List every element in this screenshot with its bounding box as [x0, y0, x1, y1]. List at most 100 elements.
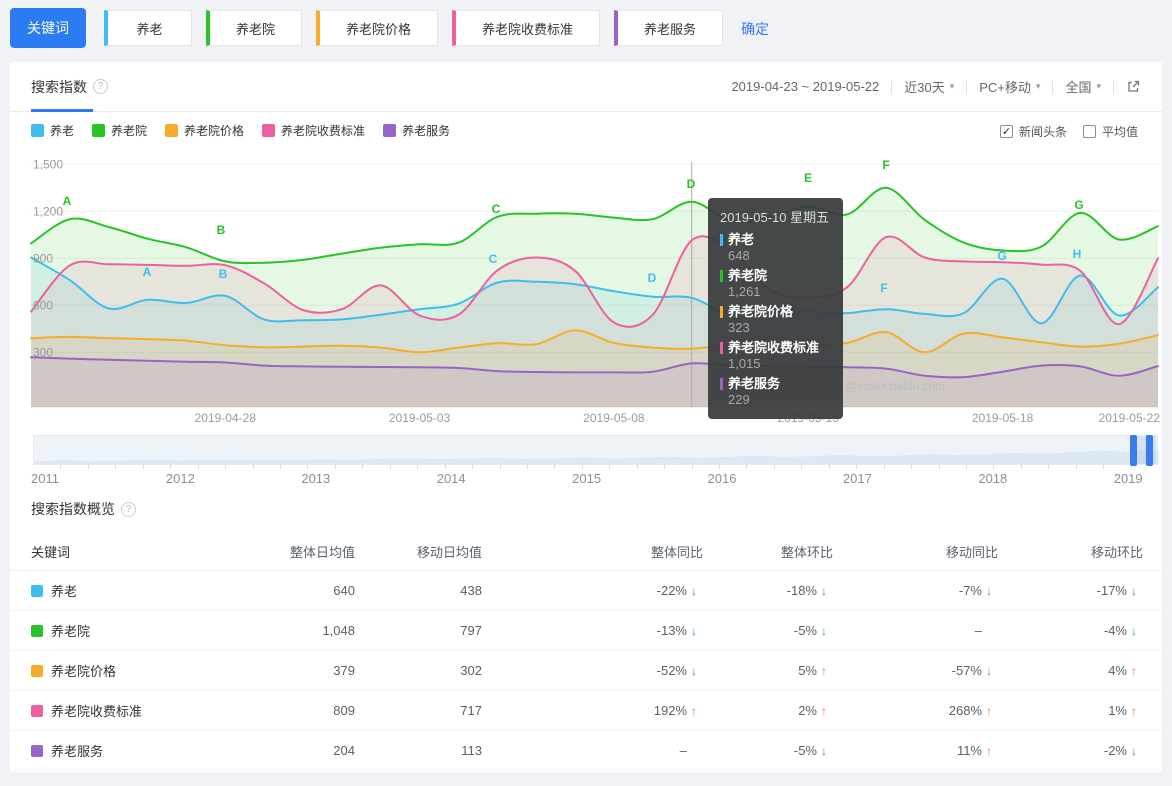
timeline-year-2015[interactable]: 2015 — [572, 471, 602, 486]
change-cell: 4% ↑ — [998, 663, 1143, 678]
chart-options: ✓ 新闻头条 平均值 — [999, 123, 1138, 140]
tooltip-item: 养老服务 229 — [720, 375, 831, 408]
news-marker-B: B — [217, 223, 226, 237]
news-marker-B: B — [219, 267, 228, 281]
chevron-down-icon: ▾ — [1035, 81, 1041, 91]
timeline-year-2016[interactable]: 2016 — [707, 471, 737, 486]
timeline-year-2011[interactable]: 2011 — [31, 471, 59, 486]
timeline-tick — [1130, 464, 1132, 469]
help-icon[interactable]: ? — [93, 79, 108, 94]
keyword-chip-5[interactable]: 养老服务 — [614, 10, 724, 46]
keyword-chip-list: 养老 养老院 养老院价格 养老院收费标准 养老服务 — [104, 8, 724, 46]
timeline-ticks — [33, 464, 1158, 470]
overview-keyword: 养老院收费标准 — [31, 701, 251, 720]
change-cell: -5% ↓ — [703, 623, 833, 638]
keyword-color-swatch — [31, 584, 43, 597]
change-cell: -18% ↓ — [703, 583, 833, 598]
divider — [1052, 79, 1054, 94]
timeline-tick — [1103, 464, 1105, 469]
timeline-tick — [801, 464, 803, 469]
overview-row: 养老院收费标准 809 717 192% ↑ 2% ↑ 268% ↑ 1% ↑ — [10, 691, 1162, 731]
keyword-chip-2[interactable]: 养老院 — [206, 10, 303, 46]
timeline-year-2013[interactable]: 2013 — [301, 471, 331, 486]
region-select[interactable]: 全国 ▾ — [1065, 80, 1101, 95]
svg-text:2019-05-08: 2019-05-08 — [583, 411, 645, 424]
timeline-tick — [60, 464, 62, 469]
timeline-tick — [389, 464, 391, 469]
news-headlines-checkbox[interactable]: ✓ 新闻头条 — [999, 125, 1067, 139]
keyword-color-swatch — [31, 704, 43, 717]
timeline-tick — [1048, 464, 1050, 469]
news-marker-H: H — [1073, 247, 1082, 261]
timeline-track[interactable] — [33, 435, 1159, 466]
keyword-chip-4[interactable]: 养老院收费标准 — [452, 10, 601, 46]
overview-keyword: 养老 — [31, 581, 251, 600]
search-index-chart[interactable]: A B C D E F G A B C D F G H 300 600 900 1,200 1,500 2019-04… — [10, 152, 1162, 424]
average-checkbox[interactable]: 平均值 — [1082, 123, 1138, 140]
legend-item-5[interactable]: 养老服务 — [383, 122, 450, 139]
timeline-tick — [773, 464, 775, 469]
svg-text:1,500: 1,500 — [33, 157, 63, 171]
chevron-down-icon: ▾ — [1096, 81, 1101, 91]
overview-col-header: 整体日均值 — [289, 544, 355, 560]
timeline-tick — [334, 464, 336, 469]
timeline-tick — [664, 464, 666, 469]
timeline-tick — [252, 464, 254, 469]
divider — [1113, 79, 1114, 94]
timeline-handle-left[interactable] — [1130, 435, 1137, 466]
overview-row: 养老院 1,048 797 -13% ↓ -5% ↓ – -4% ↓ — [10, 611, 1162, 651]
timeline-tick — [609, 464, 611, 469]
legend-item-4[interactable]: 养老院收费标准 — [262, 122, 365, 139]
timeline-year-2019[interactable]: 2019 — [1113, 471, 1143, 486]
legend-item-2[interactable]: 养老院 — [92, 122, 147, 139]
timeline-tick — [965, 464, 967, 469]
svg-text:600: 600 — [33, 298, 53, 312]
keyword-chip-3[interactable]: 养老院价格 — [316, 10, 439, 46]
timeline-slider: 2011 2012 2013 2014 2015 2016 2017 2018 2019 — [31, 435, 1159, 486]
news-marker-D: D — [648, 271, 657, 285]
external-link-icon[interactable] — [1126, 79, 1141, 94]
timeline-tick — [746, 464, 748, 469]
trend-up-icon: ↑ — [691, 703, 697, 718]
change-cell: – — [974, 623, 982, 638]
legend-item-3[interactable]: 养老院价格 — [165, 122, 244, 139]
chart-legend: 养老 养老院 养老院价格 养老院收费标准 养老服务 — [31, 122, 450, 139]
overview-col-header: 整体环比 — [780, 544, 833, 560]
timeline-year-2017[interactable]: 2017 — [842, 471, 872, 486]
tooltip-series-bar — [720, 269, 723, 282]
date-range-label: 2019-04-23 ~ 2019-05-22 — [731, 79, 880, 94]
keyword-color-swatch — [31, 624, 43, 637]
timeline-year-2012[interactable]: 2012 — [165, 471, 195, 486]
help-icon[interactable]: ? — [121, 501, 136, 517]
timeline-tick — [581, 464, 583, 469]
timeline-year-2014[interactable]: 2014 — [436, 471, 466, 486]
period-select[interactable]: 近30天 ▾ — [904, 80, 955, 95]
tooltip-value: 1,261 — [728, 284, 761, 299]
trend-down-icon: ↓ — [821, 583, 827, 598]
keyword-chip-1[interactable]: 养老 — [104, 10, 192, 46]
keyword-button[interactable]: 关键词 — [10, 8, 86, 48]
timeline-tick — [87, 464, 89, 469]
tooltip-item: 养老 648 — [720, 231, 831, 264]
timeline-year-2018[interactable]: 2018 — [978, 471, 1008, 486]
tooltip-value: 229 — [728, 392, 750, 407]
trend-up-icon: ↑ — [821, 663, 827, 678]
timeline-tick — [691, 464, 693, 469]
legend-item-1[interactable]: 养老 — [31, 122, 74, 139]
timeline-tick — [197, 464, 199, 469]
timeline-handle-right[interactable] — [1146, 435, 1153, 466]
legend-swatch — [262, 124, 276, 137]
device-select[interactable]: PC+移动 ▾ — [979, 80, 1041, 95]
change-cell: -52% ↓ — [482, 663, 703, 678]
tab-search-index[interactable]: 搜索指数 — [31, 78, 87, 95]
overview-col-header: 移动环比 — [1090, 544, 1143, 560]
change-cell: -4% ↓ — [998, 623, 1143, 638]
divider — [891, 79, 893, 94]
tooltip-value: 1,015 — [728, 356, 761, 371]
timeline-tick — [499, 464, 501, 469]
svg-text:2019-04-28: 2019-04-28 — [195, 411, 257, 424]
trend-up-icon: ↑ — [986, 743, 992, 758]
trend-down-icon: ↓ — [821, 743, 827, 758]
mobile-daily-avg: 797 — [460, 623, 482, 638]
confirm-link[interactable]: 确定 — [741, 21, 770, 37]
